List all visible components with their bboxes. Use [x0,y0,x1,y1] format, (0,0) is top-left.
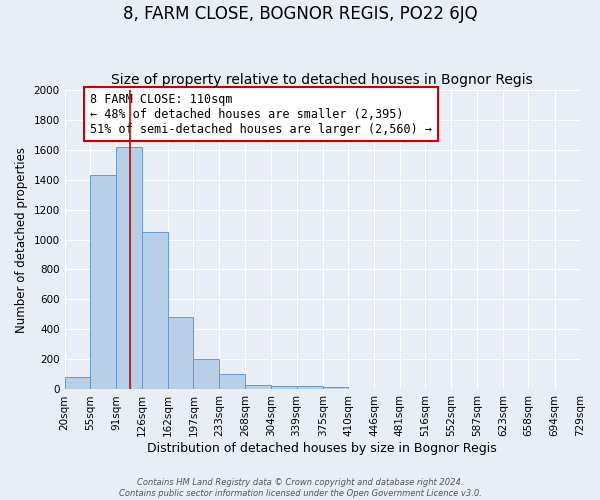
Bar [323,387,348,390]
Title: Size of property relative to detached houses in Bognor Regis: Size of property relative to detached ho… [112,73,533,87]
Bar [220,374,245,390]
Text: 8 FARM CLOSE: 110sqm
← 48% of detached houses are smaller (2,395)
51% of semi-de: 8 FARM CLOSE: 110sqm ← 48% of detached h… [90,92,432,136]
Bar [65,378,90,390]
Bar [193,358,220,390]
Bar [296,386,323,390]
Bar [245,385,271,390]
Bar [90,175,116,390]
Text: 8, FARM CLOSE, BOGNOR REGIS, PO22 6JQ: 8, FARM CLOSE, BOGNOR REGIS, PO22 6JQ [122,5,478,23]
Bar [168,318,193,390]
X-axis label: Distribution of detached houses by size in Bognor Regis: Distribution of detached houses by size … [148,442,497,455]
Bar [116,146,142,390]
Text: Contains HM Land Registry data © Crown copyright and database right 2024.
Contai: Contains HM Land Registry data © Crown c… [119,478,481,498]
Bar [271,386,296,390]
Y-axis label: Number of detached properties: Number of detached properties [15,146,28,332]
Bar [142,232,168,390]
